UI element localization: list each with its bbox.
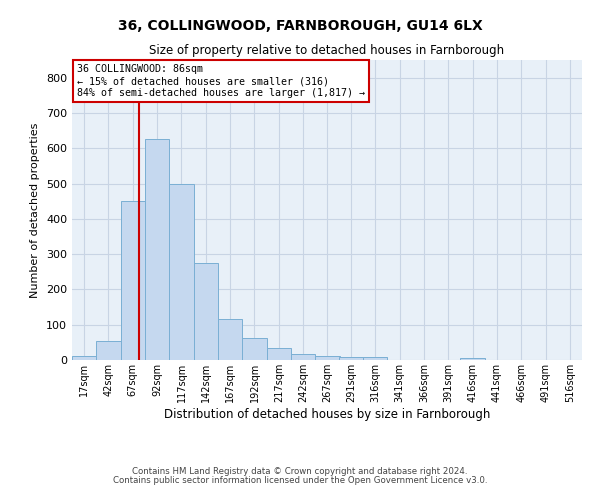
- Text: 36, COLLINGWOOD, FARNBOROUGH, GU14 6LX: 36, COLLINGWOOD, FARNBOROUGH, GU14 6LX: [118, 18, 482, 32]
- Bar: [339, 357, 363, 360]
- Bar: [460, 358, 485, 360]
- Bar: [218, 318, 242, 360]
- Bar: [169, 184, 194, 360]
- Bar: [97, 340, 121, 360]
- Bar: [72, 356, 96, 360]
- Bar: [316, 356, 340, 360]
- Bar: [291, 354, 315, 360]
- Bar: [363, 357, 387, 360]
- Bar: [121, 201, 145, 360]
- Text: Contains HM Land Registry data © Crown copyright and database right 2024.: Contains HM Land Registry data © Crown c…: [132, 467, 468, 476]
- Bar: [145, 140, 169, 360]
- Bar: [267, 348, 291, 360]
- X-axis label: Distribution of detached houses by size in Farnborough: Distribution of detached houses by size …: [164, 408, 490, 420]
- Text: Contains public sector information licensed under the Open Government Licence v3: Contains public sector information licen…: [113, 476, 487, 485]
- Y-axis label: Number of detached properties: Number of detached properties: [31, 122, 40, 298]
- Bar: [242, 338, 266, 360]
- Text: 36 COLLINGWOOD: 86sqm
← 15% of detached houses are smaller (316)
84% of semi-det: 36 COLLINGWOOD: 86sqm ← 15% of detached …: [77, 64, 365, 98]
- Bar: [194, 263, 218, 360]
- Title: Size of property relative to detached houses in Farnborough: Size of property relative to detached ho…: [149, 44, 505, 58]
